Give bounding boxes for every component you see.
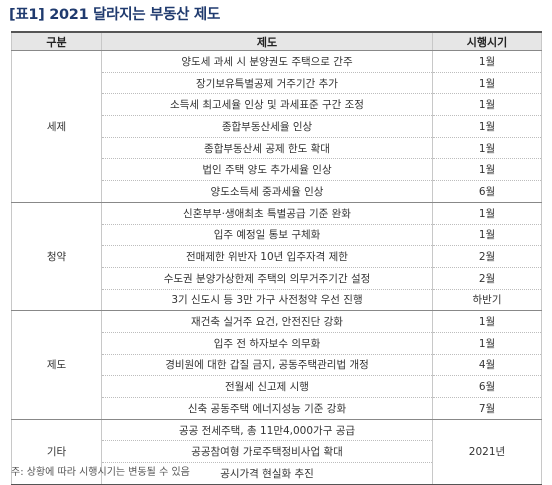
policy-cell: 수도권 분양가상한제 주택의 의무거주기간 설정 xyxy=(101,267,433,290)
table-row: 제도 재건축 실거주 요건, 안전진단 강화 1월 xyxy=(11,310,542,420)
date-cell: 1월 xyxy=(432,310,542,333)
date-cell: 1월 xyxy=(432,50,542,73)
date-cell: 7월 xyxy=(432,397,542,420)
table-row: 입주 예정일 통보 구체화 1월 xyxy=(12,224,542,247)
header-policy: 제도 xyxy=(101,31,433,51)
table-row: 3기 신도시 등 3만 가구 사전청약 우선 진행 하반기 xyxy=(12,289,542,312)
date-cell: 1월 xyxy=(432,115,542,138)
table-row: 종합부동산세 공제 한도 확대 1월 xyxy=(12,137,542,160)
date-cell: 1월 xyxy=(432,202,542,225)
date-cell: 4월 xyxy=(432,354,542,377)
policy-cell: 장기보유특별공제 거주기간 추가 xyxy=(101,72,433,95)
date-cell: 1월 xyxy=(432,224,542,247)
header-date: 시행시기 xyxy=(432,31,542,51)
date-cell: 1월 xyxy=(432,158,542,182)
date-cell: 2월 xyxy=(432,267,542,290)
table-title: [표1] 2021 달라지는 부동산 제도 xyxy=(9,7,220,23)
table-row: 수도권 분양가상한제 주택의 의무거주기간 설정 2월 xyxy=(12,267,542,290)
policy-cell: 신혼부부·생애최초 특별공급 기준 완화 xyxy=(101,202,433,225)
policy-cell: 소득세 최고세율 인상 및 과세표준 구간 조정 xyxy=(101,93,433,117)
table-row: 입주 전 하자보수 의무화 1월 xyxy=(12,332,542,355)
date-cell: 하반기 xyxy=(432,289,542,312)
policy-cell: 양도소득세 중과세율 인상 xyxy=(101,180,433,203)
table-row: 세제 양도세 과세 시 분양권도 주택으로 간주 1월 xyxy=(11,50,542,203)
footnote: 주: 상황에 따라 시행시기는 변동될 수 있음 xyxy=(11,467,190,478)
policy-cell: 신축 공동주택 에너지성능 기준 강화 xyxy=(101,397,433,420)
table-row: 신축 공동주택 에너지성능 기준 강화 7월 xyxy=(12,397,542,420)
policy-cell: 공공참여형 가로주택정비사업 확대 xyxy=(101,440,433,464)
category-cell-system: 제도 xyxy=(11,310,102,420)
policy-cell: 전매제한 위반자 10년 입주자격 제한 xyxy=(101,245,433,268)
table-row: 기타 공공 전세주택, 총 11만4,000가구 공급 2021년 xyxy=(11,419,542,485)
policy-cell: 법인 주택 양도 추가세율 인상 xyxy=(101,158,433,182)
policy-cell: 종합부동산세율 인상 xyxy=(101,115,433,138)
policy-cell: 전월세 신고제 시행 xyxy=(101,375,433,398)
date-cell: 6월 xyxy=(432,180,542,203)
category-cell-subscription: 청약 xyxy=(11,202,102,312)
table-row: 공공참여형 가로주택정비사업 확대 xyxy=(12,440,542,464)
table-row: 장기보유특별공제 거주기간 추가 1월 xyxy=(12,72,542,95)
policy-table: 구분 제도 시행시기 세제 양도세 과세 시 분양권도 주택으로 간주 1월 장… xyxy=(11,31,542,485)
policy-cell: 공공 전세주택, 총 11만4,000가구 공급 xyxy=(101,419,433,442)
header-row: 구분 제도 시행시기 xyxy=(11,31,542,51)
policy-cell: 입주 예정일 통보 구체화 xyxy=(101,224,433,247)
policy-cell: 입주 전 하자보수 의무화 xyxy=(101,332,433,355)
policy-cell: 양도세 과세 시 분양권도 주택으로 간주 xyxy=(101,50,433,73)
table-row: 법인 주택 양도 추가세율 인상 1월 xyxy=(12,158,542,182)
date-cell: 6월 xyxy=(432,375,542,398)
table-row: 종합부동산세율 인상 1월 xyxy=(12,115,542,138)
policy-cell: 경비원에 대한 갑질 금지, 공동주택관리법 개정 xyxy=(101,354,433,377)
table-row: 경비원에 대한 갑질 금지, 공동주택관리법 개정 4월 xyxy=(12,354,542,377)
category-cell-tax: 세제 xyxy=(11,50,102,203)
table-row: 전매제한 위반자 10년 입주자격 제한 2월 xyxy=(12,245,542,268)
date-cell: 2월 xyxy=(432,245,542,268)
policy-cell: 재건축 실거주 요건, 안전진단 강화 xyxy=(101,310,433,333)
table-row: 양도소득세 중과세율 인상 6월 xyxy=(12,180,542,203)
header-category: 구분 xyxy=(11,31,102,51)
date-cell: 1월 xyxy=(432,137,542,160)
date-cell: 1월 xyxy=(432,332,542,355)
policy-cell: 종합부동산세 공제 한도 확대 xyxy=(101,137,433,160)
table-row: 청약 신혼부부·생애최초 특별공급 기준 완화 1월 xyxy=(11,202,542,312)
date-cell: 2021년 xyxy=(432,419,542,485)
date-cell: 1월 xyxy=(432,72,542,95)
table-row: 전월세 신고제 시행 6월 xyxy=(12,375,542,398)
table-row: 소득세 최고세율 인상 및 과세표준 구간 조정 1월 xyxy=(12,93,542,117)
category-cell-other: 기타 xyxy=(11,419,102,485)
date-cell: 1월 xyxy=(432,93,542,117)
policy-cell: 3기 신도시 등 3만 가구 사전청약 우선 진행 xyxy=(101,289,433,312)
